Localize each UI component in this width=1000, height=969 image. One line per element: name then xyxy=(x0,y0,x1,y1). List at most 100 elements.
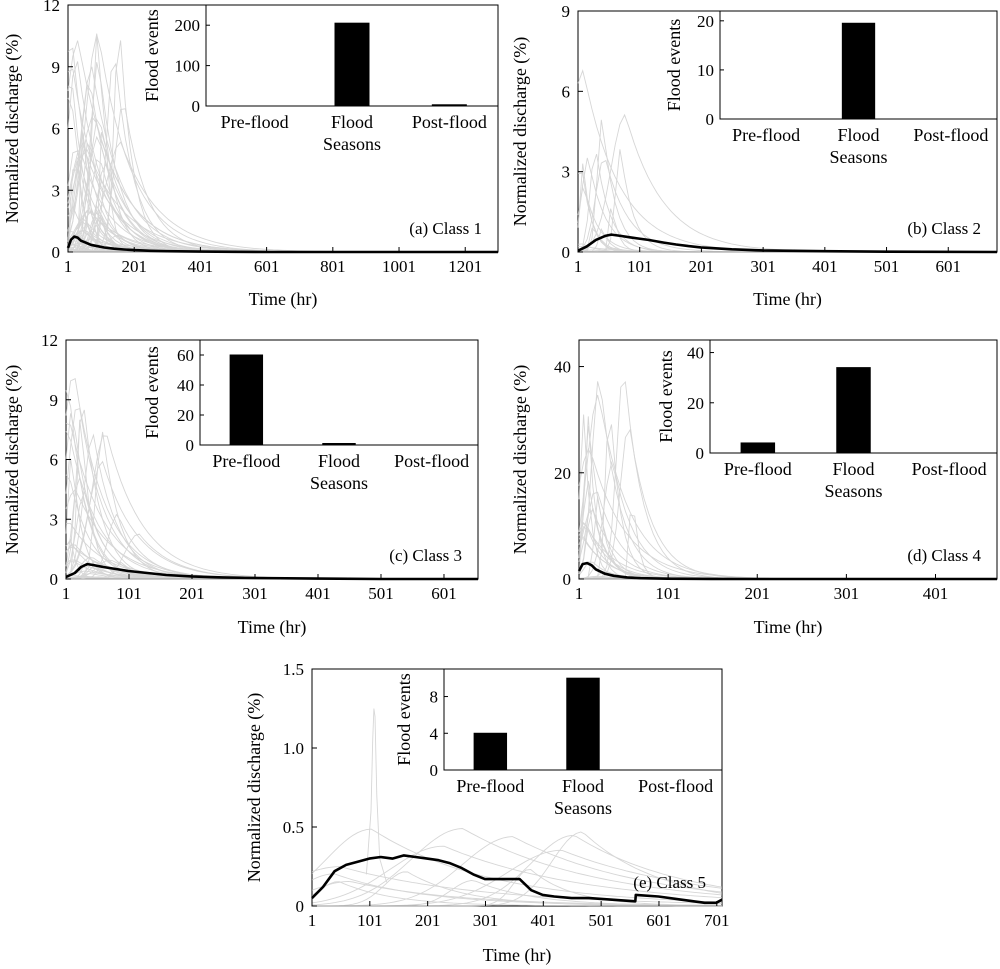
x-tick-label: 401 xyxy=(188,257,214,276)
inset-y-tick-label: 0 xyxy=(696,444,705,463)
inset-y-tick-label: 40 xyxy=(687,344,704,363)
inset-y-tick-label: 100 xyxy=(175,57,201,76)
y-tick-label: 20 xyxy=(554,464,571,483)
event-trace xyxy=(577,172,997,253)
panel-annotation: (b) Class 2 xyxy=(907,219,981,238)
inset-category-label: Post-flood xyxy=(638,776,713,796)
inset-y-tick-label: 20 xyxy=(687,394,704,413)
y-tick-label: 0 xyxy=(562,243,571,262)
inset-x-axis-label: Seasons xyxy=(554,798,612,818)
x-tick-label: 101 xyxy=(116,584,142,603)
y-tick-label: 9 xyxy=(52,58,61,77)
inset-category-label: Pre-flood xyxy=(732,125,800,145)
inset-bar xyxy=(841,22,876,120)
x-tick-label: 201 xyxy=(745,584,771,603)
y-tick-label: 0 xyxy=(563,570,572,589)
y-tick-label: 3 xyxy=(562,163,571,182)
inset-x-axis-label: Seasons xyxy=(310,473,368,493)
x-tick-label: 1 xyxy=(575,584,584,603)
inset-category-label: Pre-flood xyxy=(724,459,792,479)
inset-category-label: Pre-flood xyxy=(456,776,524,796)
x-tick-label: 1 xyxy=(574,257,583,276)
mean-discharge-line xyxy=(577,233,998,254)
inset-bar xyxy=(431,104,467,107)
x-tick-label: 1 xyxy=(64,257,73,276)
x-tick-label: 201 xyxy=(415,911,441,930)
event-trace xyxy=(578,491,997,580)
x-tick-label: 101 xyxy=(357,911,383,930)
y-tick-label: 0 xyxy=(52,243,61,262)
inset-bar xyxy=(473,732,508,771)
x-tick-label: 701 xyxy=(704,911,730,930)
inset-y-axis-label: Flood events xyxy=(394,673,414,766)
inset-y-tick-label: 0 xyxy=(186,436,195,455)
y-tick-label: 3 xyxy=(52,181,61,200)
inset-y-tick-label: 60 xyxy=(177,346,194,365)
x-tick-label: 1201 xyxy=(448,257,482,276)
event-trace xyxy=(67,169,498,253)
y-tick-label: 0 xyxy=(50,570,59,589)
x-tick-label: 401 xyxy=(305,584,331,603)
event-trace-spike xyxy=(365,708,388,883)
inset-y-tick-label: 0 xyxy=(192,97,201,116)
inset-y-tick-label: 0 xyxy=(430,761,439,780)
x-tick-label: 601 xyxy=(936,257,962,276)
x-tick-label: 101 xyxy=(627,257,653,276)
inset-category-label: Post-flood xyxy=(412,112,487,132)
event-trace xyxy=(578,507,997,580)
x-axis-label: Time (hr) xyxy=(483,945,552,966)
mean-discharge-line xyxy=(577,561,997,581)
panel-annotation: (a) Class 1 xyxy=(409,219,482,238)
x-tick-label: 501 xyxy=(368,584,394,603)
y-axis-label: Normalized discharge (%) xyxy=(244,693,265,883)
x-tick-label: 201 xyxy=(179,584,205,603)
y-axis-label: Normalized discharge (%) xyxy=(2,365,23,555)
event-trace xyxy=(312,871,723,907)
inset-bar xyxy=(322,443,356,446)
y-tick-label: 6 xyxy=(562,82,571,101)
y-tick-label: 12 xyxy=(43,0,60,15)
y-tick-label: 0.5 xyxy=(283,818,304,837)
x-tick-label: 401 xyxy=(531,911,557,930)
inset-y-tick-label: 40 xyxy=(177,376,194,395)
inset-bar-chart: Pre-flood Flood Post-flood Seasons 0 100 200 Fl… xyxy=(142,4,499,154)
x-tick-label: 1 xyxy=(308,911,317,930)
inset-bar xyxy=(740,442,776,454)
x-tick-label: 1001 xyxy=(382,257,416,276)
x-tick-label: 301 xyxy=(473,911,499,930)
panel-3: 1 101 201 301 401 501 601 0 3 6 9 12 Time (hr) Normal… xyxy=(2,331,479,638)
y-tick-label: 9 xyxy=(50,391,59,410)
inset-y-tick-label: 20 xyxy=(697,12,714,31)
inset-x-axis-label: Seasons xyxy=(825,481,883,501)
x-tick-label: 301 xyxy=(242,584,268,603)
y-tick-label: 9 xyxy=(562,2,571,21)
x-tick-label: 501 xyxy=(588,911,614,930)
event-trace xyxy=(579,496,997,580)
inset-bar xyxy=(229,354,264,446)
mean-discharge-line xyxy=(65,562,478,581)
x-tick-label: 401 xyxy=(923,584,949,603)
inset-category-label: Post-flood xyxy=(913,125,988,145)
event-trace xyxy=(311,828,723,906)
y-tick-label: 0 xyxy=(296,897,305,916)
inset-bar-chart: Pre-flood Flood Post-flood Seasons 0 4 8 Flood … xyxy=(394,668,723,818)
mean-discharge-line xyxy=(66,235,498,254)
event-trace xyxy=(311,845,723,904)
y-tick-label: 6 xyxy=(52,120,61,139)
inset-y-tick-label: 200 xyxy=(175,16,201,35)
x-tick-label: 201 xyxy=(689,257,715,276)
inset-category-label: Flood xyxy=(837,125,879,145)
inset-category-label: Flood xyxy=(832,459,874,479)
inset-bar-chart: Pre-flood Flood Post-flood Seasons 0 20 40 Floo… xyxy=(656,339,998,501)
x-axis-label: Time (hr) xyxy=(753,289,822,310)
event-trace xyxy=(311,866,723,904)
y-axis-label: Normalized discharge (%) xyxy=(510,365,531,555)
x-tick-label: 1 xyxy=(62,584,71,603)
inset-y-tick-label: 20 xyxy=(177,406,194,425)
x-axis-label: Time (hr) xyxy=(249,289,318,310)
x-tick-label: 101 xyxy=(655,584,681,603)
x-tick-label: 301 xyxy=(750,257,776,276)
inset-category-label: Post-flood xyxy=(912,459,987,479)
event-trace xyxy=(578,509,997,580)
